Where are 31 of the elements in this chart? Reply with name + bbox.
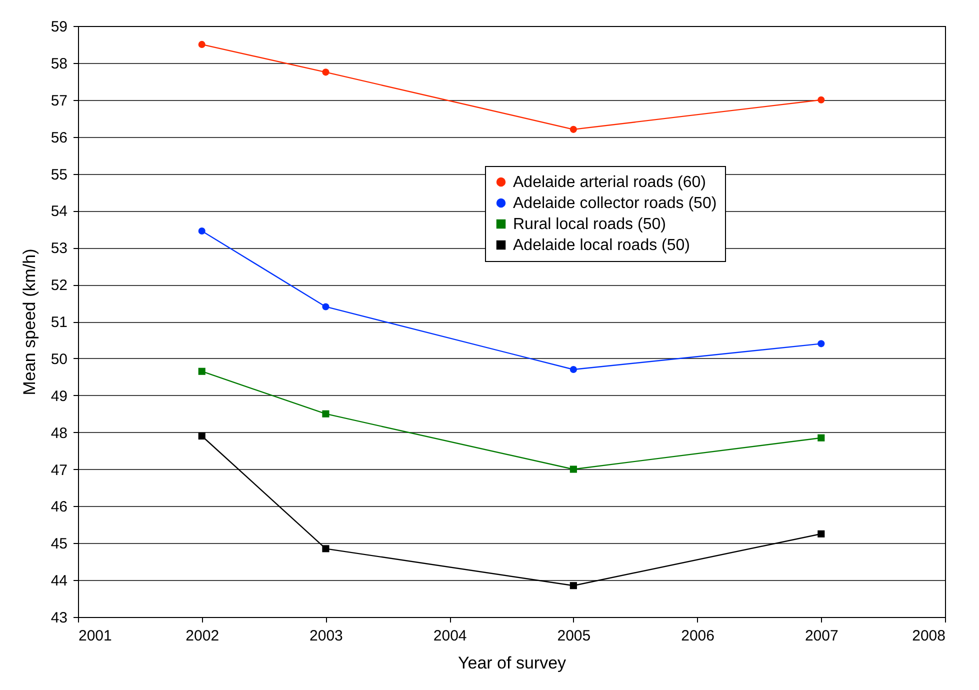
y-tick-label: 45 (50, 536, 68, 553)
x-tick-label: 2007 (804, 628, 838, 644)
x-tick-label: 2008 (912, 628, 946, 644)
legend-label: Adelaide arterial roads (60) (513, 174, 706, 191)
x-axis-title: Year of survey (458, 654, 567, 672)
y-tick-label: 46 (50, 498, 68, 516)
y-axis-title: Mean speed (km/h) (20, 248, 39, 396)
x-tick-label: 2001 (78, 628, 112, 644)
y-tick-label: 51 (50, 314, 68, 331)
x-tick-label: 2005 (557, 628, 591, 644)
y-tick-label: 54 (50, 203, 68, 220)
legend-label: Rural local roads (50) (513, 216, 666, 233)
x-tick-label: 2004 (433, 628, 467, 644)
y-tick-label: 58 (50, 55, 68, 72)
x-tick-label: 2006 (681, 628, 714, 644)
y-tick-label: 44 (50, 572, 68, 590)
x-tick-label: 2002 (186, 628, 220, 644)
y-tick-label: 55 (50, 166, 68, 184)
x-tick-label: 2003 (310, 628, 343, 644)
y-tick-label: 56 (50, 129, 68, 146)
y-tick-label: 47 (50, 462, 68, 479)
y-tick-label: 50 (50, 350, 68, 368)
legend-label: Adelaide local roads (50) (513, 237, 690, 254)
y-tick-label: 43 (50, 610, 68, 626)
legend-label: Adelaide collector roads (50) (513, 195, 717, 212)
y-tick-label: 49 (50, 388, 68, 405)
y-tick-label: 48 (50, 424, 68, 442)
y-tick-label: 57 (50, 92, 68, 110)
y-tick-label: 52 (50, 277, 68, 294)
y-tick-label: 59 (50, 18, 68, 36)
y-tick-label: 53 (50, 240, 68, 258)
